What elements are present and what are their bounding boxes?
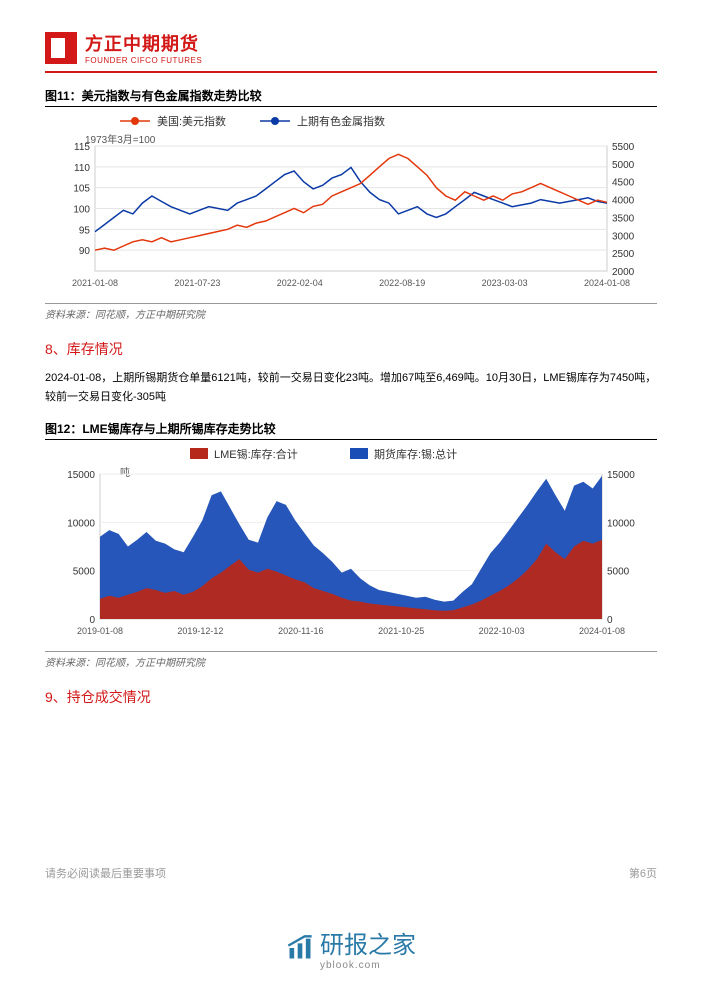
svg-text:2019-01-08: 2019-01-08 [77, 626, 123, 636]
watermark: 研报之家 yblook.com [0, 925, 702, 971]
svg-text:5500: 5500 [612, 142, 635, 153]
svg-text:美国:美元指数: 美国:美元指数 [157, 114, 226, 128]
svg-text:2020-11-16: 2020-11-16 [278, 626, 323, 636]
company-name-cn: 方正中期期货 [85, 30, 202, 56]
section8-body: 2024-01-08，上期所锡期货仓单量6121吨，较前一交易日变化23吨。增加… [45, 369, 657, 406]
svg-text:115: 115 [74, 142, 90, 153]
svg-text:期货库存:锡:总计: 期货库存:锡:总计 [374, 447, 457, 461]
svg-text:5000: 5000 [73, 567, 96, 578]
svg-text:95: 95 [79, 225, 91, 236]
svg-text:2019-12-12: 2019-12-12 [177, 626, 223, 636]
chart12-source: 资料来源：同花顺，方正中期研究院 [45, 651, 657, 669]
svg-text:4000: 4000 [612, 196, 635, 207]
svg-text:10000: 10000 [67, 519, 95, 530]
svg-text:5000: 5000 [607, 567, 630, 578]
page-footer: 请务必阅读最后重要事项 第6页 [45, 865, 657, 881]
svg-text:90: 90 [79, 246, 91, 257]
svg-text:110: 110 [74, 163, 90, 174]
svg-text:吨: 吨 [120, 466, 130, 479]
svg-text:0: 0 [89, 615, 95, 626]
svg-text:2022-08-19: 2022-08-19 [379, 278, 425, 288]
svg-text:2024-01-08: 2024-01-08 [584, 278, 630, 288]
svg-text:15000: 15000 [67, 470, 95, 481]
watermark-url: yblook.com [320, 960, 416, 971]
svg-text:2024-01-08: 2024-01-08 [579, 626, 625, 636]
header-divider [45, 71, 657, 73]
logo-icon [45, 32, 77, 64]
svg-text:10000: 10000 [607, 519, 635, 530]
chart12: LME锡:库存:合计 期货库存:锡:总计吨 0 0 5000 5000 10000 10000… [45, 444, 657, 649]
svg-text:0: 0 [607, 615, 613, 626]
section9-title: 9、持仓成交情况 [45, 687, 657, 707]
footer-page: 第6页 [629, 865, 657, 881]
svg-text:4500: 4500 [612, 178, 635, 189]
svg-text:2023-03-03: 2023-03-03 [482, 278, 528, 288]
company-name-en: FOUNDER CIFCO FUTURES [85, 56, 202, 65]
svg-text:上期有色金属指数: 上期有色金属指数 [297, 114, 385, 128]
svg-text:105: 105 [73, 184, 90, 195]
chart11: 美国:美元指数 上期有色金属指数 1973年3月=100 90 95 100 105 110 1… [45, 111, 657, 301]
svg-text:2500: 2500 [612, 249, 635, 260]
svg-text:2021-07-23: 2021-07-23 [174, 278, 220, 288]
footer-notice: 请务必阅读最后重要事项 [45, 865, 166, 881]
svg-text:3000: 3000 [612, 231, 635, 242]
svg-text:100: 100 [73, 205, 90, 216]
svg-text:1973年3月=100: 1973年3月=100 [85, 133, 156, 146]
chart11-source: 资料来源：同花顺，方正中期研究院 [45, 303, 657, 321]
svg-text:15000: 15000 [607, 470, 635, 481]
svg-text:3500: 3500 [612, 213, 635, 224]
watermark-icon [286, 934, 314, 962]
svg-text:2000: 2000 [612, 267, 635, 278]
report-header: 方正中期期货 FOUNDER CIFCO FUTURES [45, 30, 657, 65]
section8-title: 8、库存情况 [45, 339, 657, 359]
chart11-title: 图11：美元指数与有色金属指数走势比较 [45, 87, 657, 107]
watermark-text: 研报之家 [320, 925, 416, 960]
svg-text:2022-10-03: 2022-10-03 [479, 626, 525, 636]
chart12-title: 图12：LME锡库存与上期所锡库存走势比较 [45, 420, 657, 440]
svg-text:2021-10-25: 2021-10-25 [378, 626, 424, 636]
svg-text:5000: 5000 [612, 160, 635, 171]
svg-text:2022-02-04: 2022-02-04 [277, 278, 323, 288]
svg-text:2021-01-08: 2021-01-08 [72, 278, 118, 288]
svg-text:LME锡:库存:合计: LME锡:库存:合计 [214, 447, 298, 461]
